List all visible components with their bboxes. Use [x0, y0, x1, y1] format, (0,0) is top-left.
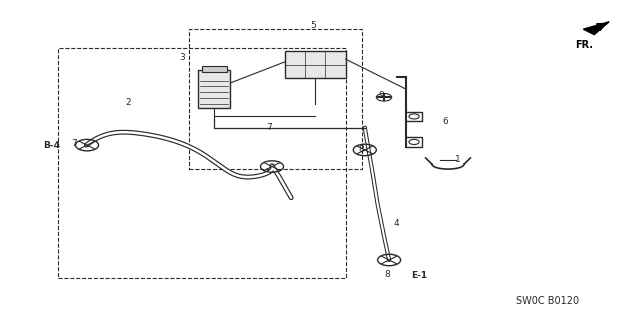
- Text: FR.: FR.: [575, 40, 593, 50]
- Text: 8: 8: [385, 270, 390, 279]
- Text: 9: 9: [378, 91, 383, 100]
- Text: 4: 4: [394, 219, 399, 228]
- Text: 8: 8: [359, 145, 364, 154]
- Bar: [202, 66, 227, 72]
- Text: 7: 7: [266, 123, 271, 132]
- Text: 1: 1: [455, 155, 460, 164]
- Text: E-1: E-1: [411, 271, 428, 280]
- Text: B-4: B-4: [43, 141, 60, 150]
- Polygon shape: [584, 22, 609, 34]
- Text: 2: 2: [125, 98, 131, 107]
- Text: SW0C B0120: SW0C B0120: [516, 296, 579, 307]
- Text: 6: 6: [442, 117, 447, 126]
- Text: 3: 3: [180, 53, 185, 62]
- Bar: [198, 70, 230, 108]
- Text: 7: 7: [71, 139, 76, 148]
- Bar: [58, 48, 346, 278]
- Bar: [189, 29, 362, 169]
- Text: 5: 5: [311, 21, 316, 30]
- Bar: [285, 51, 346, 78]
